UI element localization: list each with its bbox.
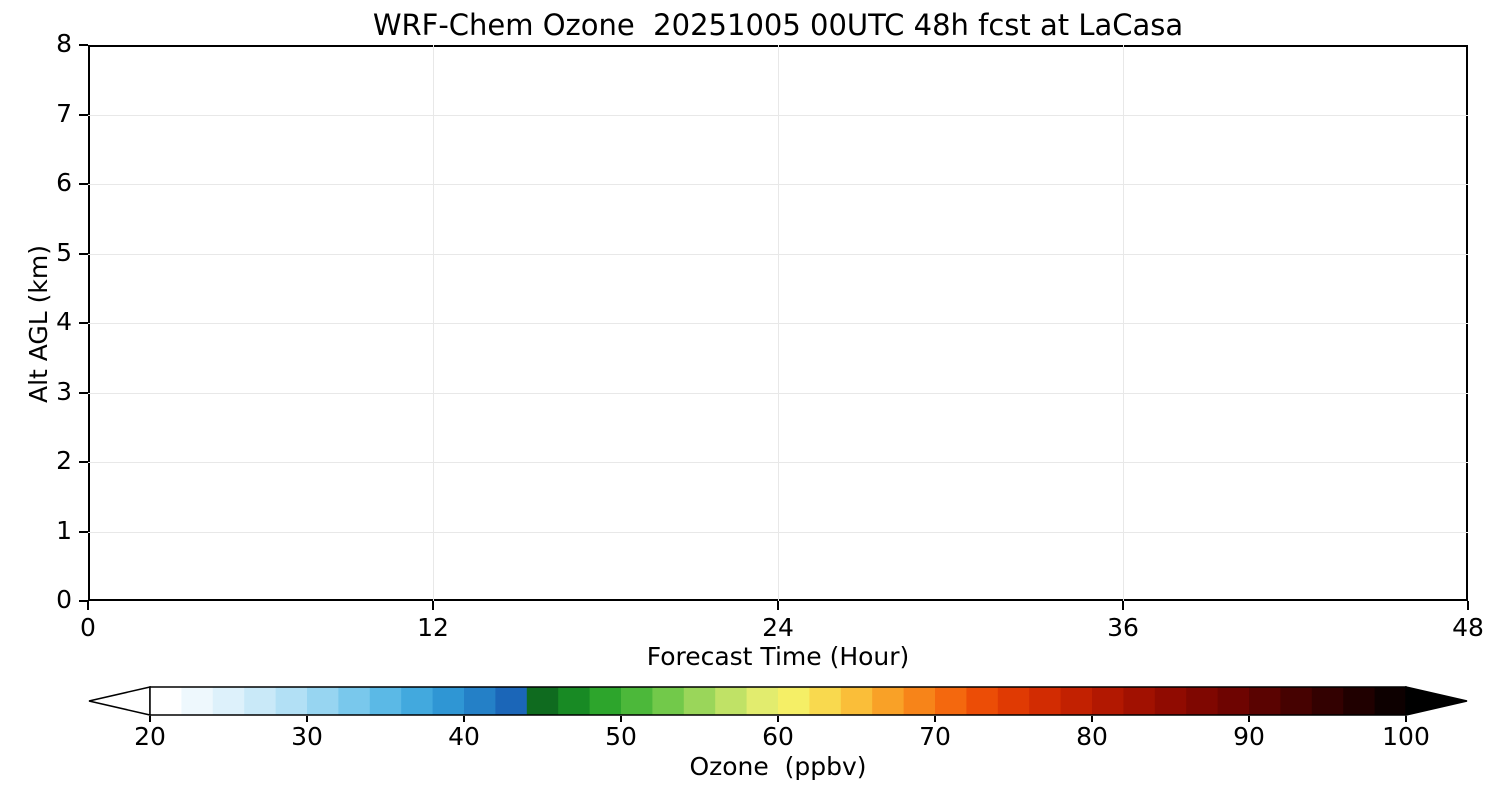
y-tick-mark xyxy=(79,461,88,463)
y-tick-mark xyxy=(79,252,88,255)
y-tick-label: 0 xyxy=(56,585,72,614)
y-tick-label: 8 xyxy=(56,29,72,58)
y-tick-label: 2 xyxy=(56,446,72,475)
y-gridline xyxy=(88,323,1468,324)
y-tick-label: 5 xyxy=(56,237,72,267)
colorbar-tick-label: 30 xyxy=(291,722,323,751)
colorbar-tick-mark xyxy=(1405,716,1407,722)
chart-title: WRF-Chem Ozone 20251005 00UTC 48h fcst a… xyxy=(372,8,1184,42)
y-tick-label: 3 xyxy=(56,376,72,406)
y-tick-label: 7 xyxy=(56,98,72,128)
x-axis-label: Forecast Time (Hour) xyxy=(646,642,910,671)
colorbar-tick-mark xyxy=(1248,716,1250,722)
y-tick-mark xyxy=(79,530,88,533)
y-gridline xyxy=(88,462,1468,463)
colorbar-gradient xyxy=(88,686,1468,716)
colorbar-label: Ozone (ppbv) xyxy=(689,752,867,781)
x-tick-label: 48 xyxy=(1452,613,1484,642)
x-tick-label: 36 xyxy=(1107,613,1139,642)
colorbar-tick-mark xyxy=(620,716,622,722)
y-gridline xyxy=(88,114,1468,116)
colorbar-tick-label: 100 xyxy=(1382,722,1430,751)
x-tick-mark xyxy=(1467,601,1469,610)
y-tick-label: 1 xyxy=(56,515,72,545)
colorbar-tick-label: 90 xyxy=(1233,722,1265,751)
y-gridline xyxy=(88,531,1468,533)
colorbar-tick-mark xyxy=(149,716,151,722)
x-tick-mark xyxy=(1122,601,1124,610)
colorbar xyxy=(88,686,1468,716)
y-gridline xyxy=(88,392,1468,394)
y-tick-label: 6 xyxy=(56,168,72,197)
y-tick-mark xyxy=(79,183,88,185)
y-tick-label: 4 xyxy=(56,307,72,336)
colorbar-tick-label: 60 xyxy=(762,722,794,751)
x-tick-mark xyxy=(432,601,434,610)
colorbar-tick-label: 20 xyxy=(134,722,166,751)
y-tick-mark xyxy=(79,44,88,46)
colorbar-tick-label: 80 xyxy=(1076,722,1108,751)
colorbar-tick-label: 70 xyxy=(919,722,951,751)
y-tick-mark xyxy=(79,391,88,394)
y-tick-mark xyxy=(79,600,88,602)
x-tick-label: 12 xyxy=(417,613,449,642)
y-tick-mark xyxy=(79,113,88,116)
x-tick-label: 24 xyxy=(762,613,794,642)
y-gridline xyxy=(88,253,1468,255)
y-tick-mark xyxy=(79,322,88,324)
colorbar-tick-label: 50 xyxy=(605,722,637,751)
x-tick-label: 0 xyxy=(80,613,96,642)
x-tick-mark xyxy=(87,601,89,610)
colorbar-tick-label: 40 xyxy=(448,722,480,751)
colorbar-tick-mark xyxy=(777,716,779,722)
x-tick-mark xyxy=(777,601,779,610)
colorbar-tick-mark xyxy=(306,716,308,722)
colorbar-tick-mark xyxy=(1091,716,1093,722)
colorbar-tick-mark xyxy=(934,716,936,722)
y-gridline xyxy=(88,184,1468,185)
colorbar-tick-mark xyxy=(463,716,465,722)
